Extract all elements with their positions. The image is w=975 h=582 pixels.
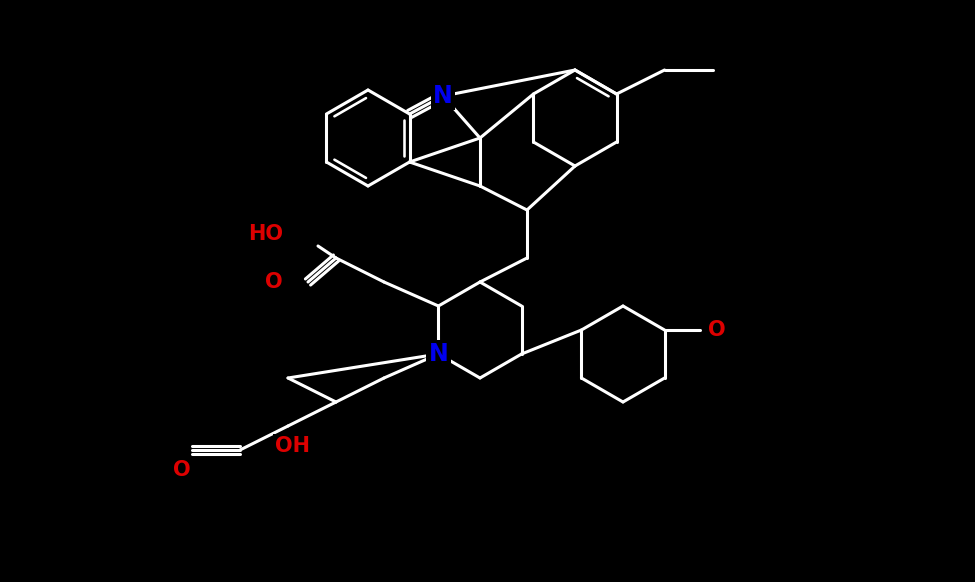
Text: HO: HO (248, 224, 283, 244)
Text: O: O (174, 460, 191, 480)
Text: O: O (265, 272, 283, 292)
Text: N: N (429, 342, 448, 366)
Text: O: O (708, 320, 725, 340)
Text: N: N (433, 84, 452, 108)
Text: OH: OH (276, 436, 310, 456)
